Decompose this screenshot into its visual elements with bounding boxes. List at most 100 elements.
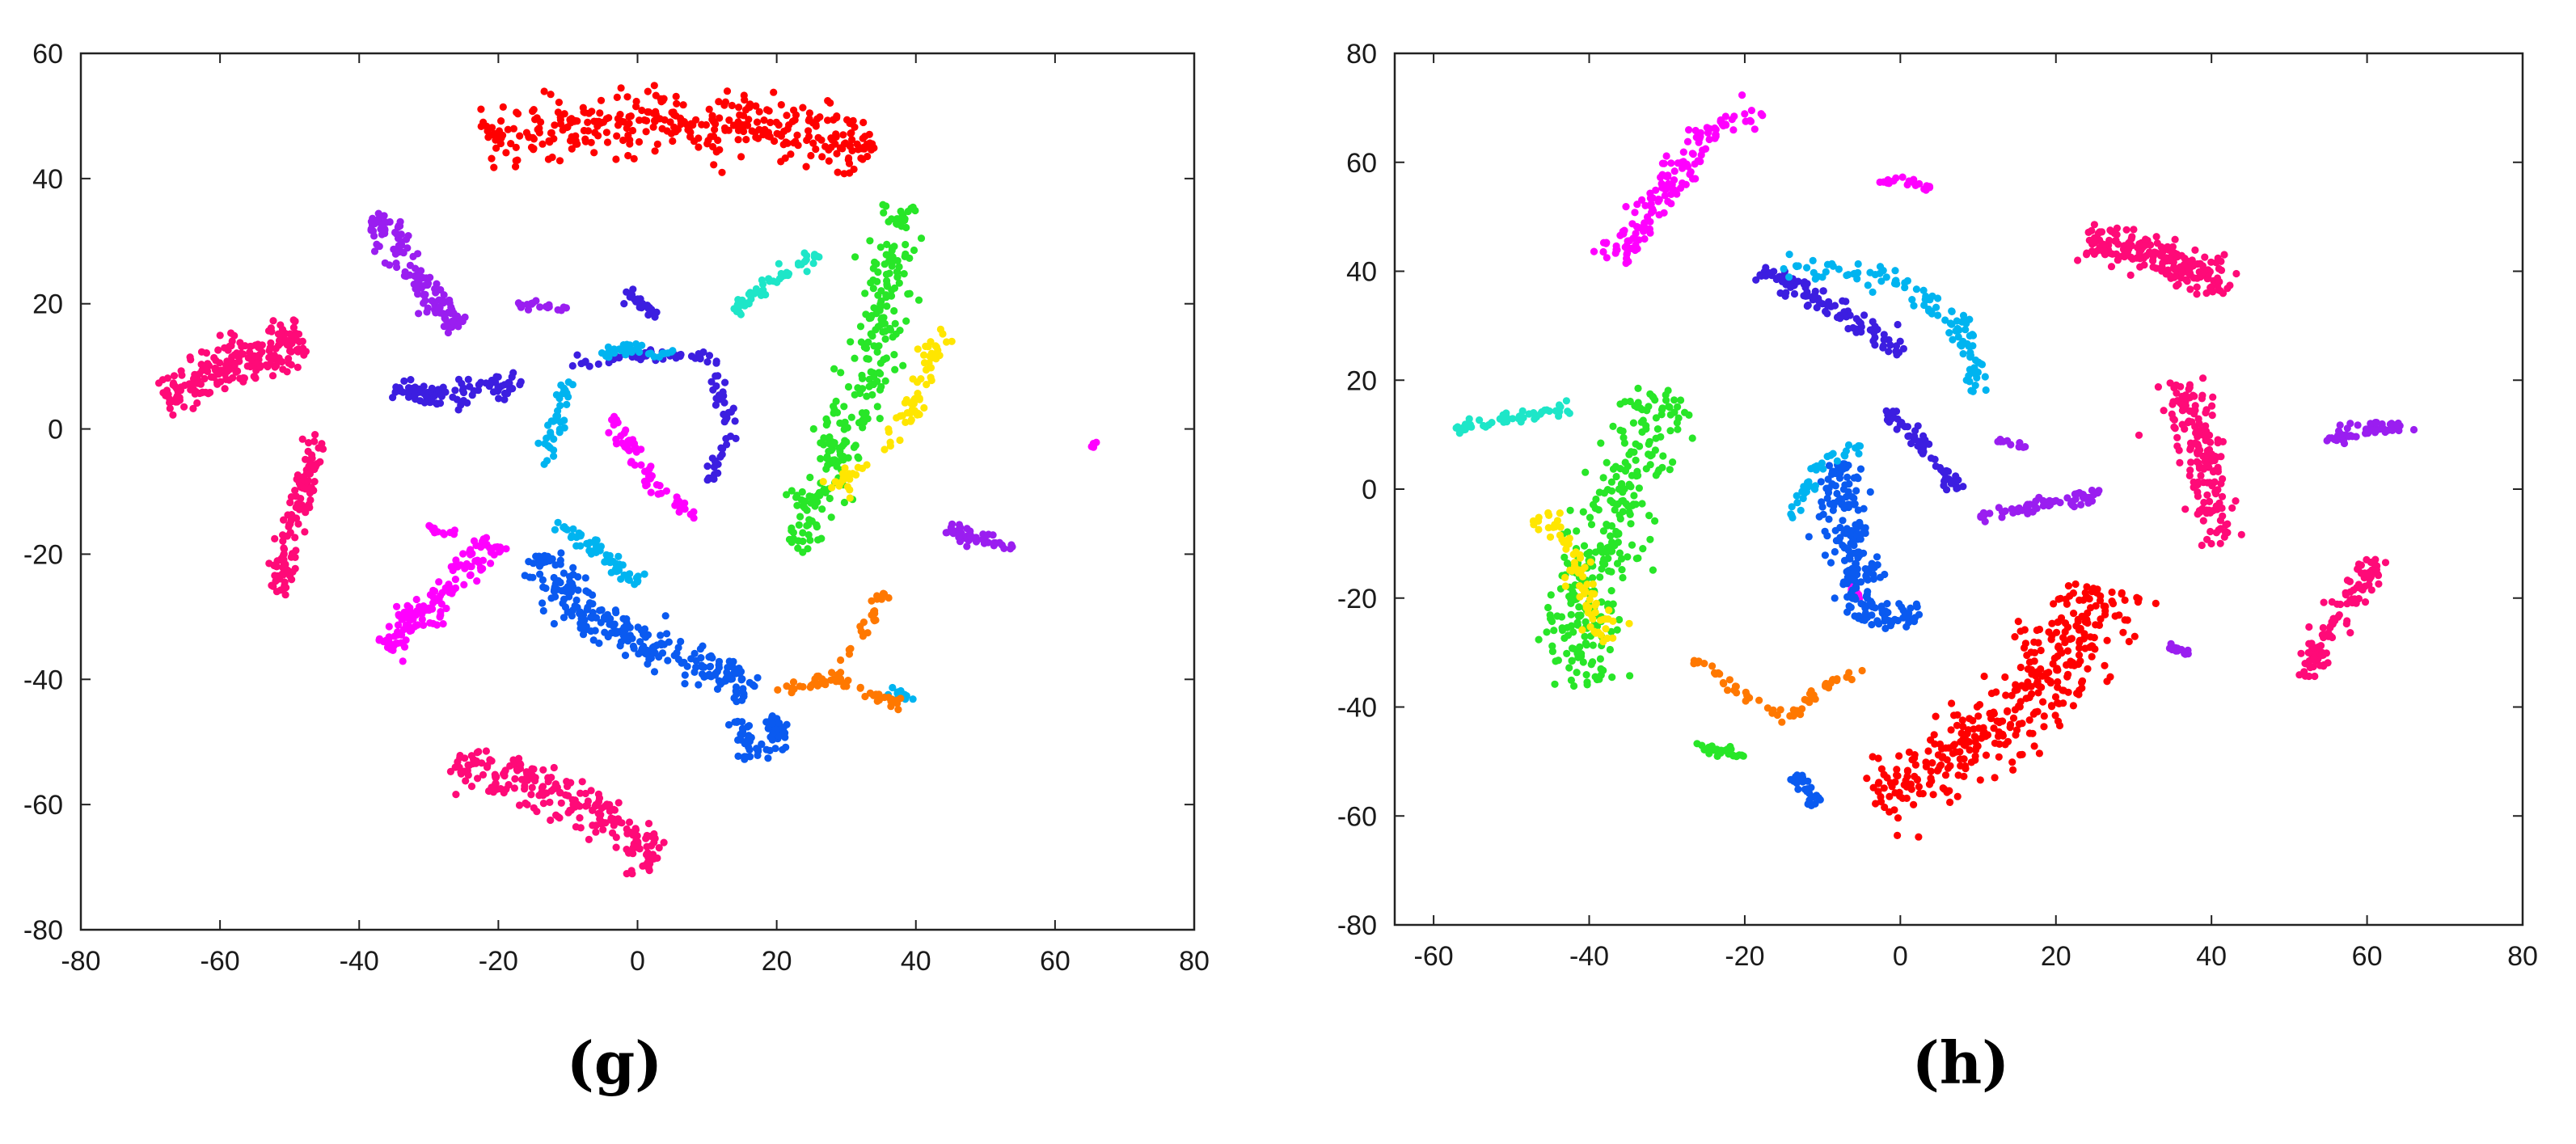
point <box>420 621 428 630</box>
point <box>1903 772 1911 781</box>
point <box>1609 617 1617 626</box>
point <box>639 299 647 308</box>
point <box>1691 126 1700 135</box>
point <box>2161 254 2169 262</box>
point <box>473 749 481 757</box>
point <box>543 457 551 465</box>
point <box>828 483 836 492</box>
point <box>1905 610 1913 618</box>
point <box>2203 491 2211 499</box>
point <box>883 240 891 248</box>
point <box>557 799 565 807</box>
point <box>533 808 541 816</box>
point <box>286 499 294 507</box>
point <box>625 576 634 585</box>
point <box>832 133 840 141</box>
point <box>585 109 593 117</box>
point <box>770 88 778 96</box>
point <box>1847 603 1855 611</box>
point <box>745 678 754 687</box>
point <box>1789 711 1797 720</box>
point <box>554 407 562 415</box>
point <box>500 389 509 398</box>
point <box>2141 235 2150 243</box>
point <box>555 425 564 433</box>
point <box>1549 523 1557 531</box>
point <box>1854 475 1862 483</box>
point <box>1576 554 1585 562</box>
point <box>881 335 889 343</box>
point <box>1839 517 1847 525</box>
point <box>415 310 423 318</box>
point <box>543 441 552 450</box>
point <box>614 552 623 560</box>
point <box>651 147 659 155</box>
point <box>1804 301 1812 310</box>
point <box>719 678 727 686</box>
point <box>873 403 881 411</box>
point <box>914 296 923 304</box>
point <box>508 373 516 381</box>
point <box>1560 553 1569 562</box>
point <box>419 273 427 282</box>
point <box>291 487 299 495</box>
point <box>435 578 443 586</box>
point <box>439 383 447 391</box>
point <box>191 370 199 378</box>
point <box>608 829 617 837</box>
point <box>2075 651 2084 659</box>
point <box>1864 594 1872 602</box>
point <box>672 112 680 120</box>
point <box>1848 594 1856 602</box>
point <box>2208 411 2216 420</box>
point <box>1602 239 1610 247</box>
point <box>644 820 653 828</box>
point <box>827 143 835 151</box>
point <box>291 534 299 542</box>
point <box>1639 545 1647 553</box>
point <box>1986 509 1994 517</box>
point <box>1987 690 1995 698</box>
point <box>1890 177 1898 185</box>
point <box>2193 283 2201 291</box>
point <box>2311 672 2319 681</box>
point <box>2203 447 2211 455</box>
point <box>840 403 848 411</box>
point <box>2216 517 2224 525</box>
point <box>2409 425 2418 434</box>
point <box>710 161 718 169</box>
point <box>269 317 277 325</box>
point <box>1600 489 1608 497</box>
point <box>755 125 763 133</box>
point <box>799 103 807 112</box>
point <box>690 514 698 522</box>
point <box>378 221 386 229</box>
point <box>943 529 951 537</box>
point <box>1876 573 1885 581</box>
point <box>2304 648 2312 656</box>
point <box>2083 493 2091 502</box>
point <box>2191 402 2199 410</box>
point <box>712 671 720 679</box>
point <box>2030 648 2039 657</box>
point <box>631 580 639 589</box>
point <box>880 356 888 364</box>
point <box>852 471 860 479</box>
point <box>451 763 459 771</box>
point <box>2077 500 2085 509</box>
point <box>825 157 833 165</box>
point <box>914 345 922 353</box>
point <box>753 745 761 753</box>
point <box>804 521 813 529</box>
point <box>247 362 255 371</box>
point <box>547 787 555 796</box>
point <box>2128 233 2136 241</box>
point <box>2121 596 2129 605</box>
point <box>1895 752 1903 760</box>
point <box>479 770 488 779</box>
point <box>534 439 543 447</box>
point <box>1599 638 1607 646</box>
point <box>647 488 655 496</box>
point <box>1977 512 1985 520</box>
point <box>496 785 505 793</box>
